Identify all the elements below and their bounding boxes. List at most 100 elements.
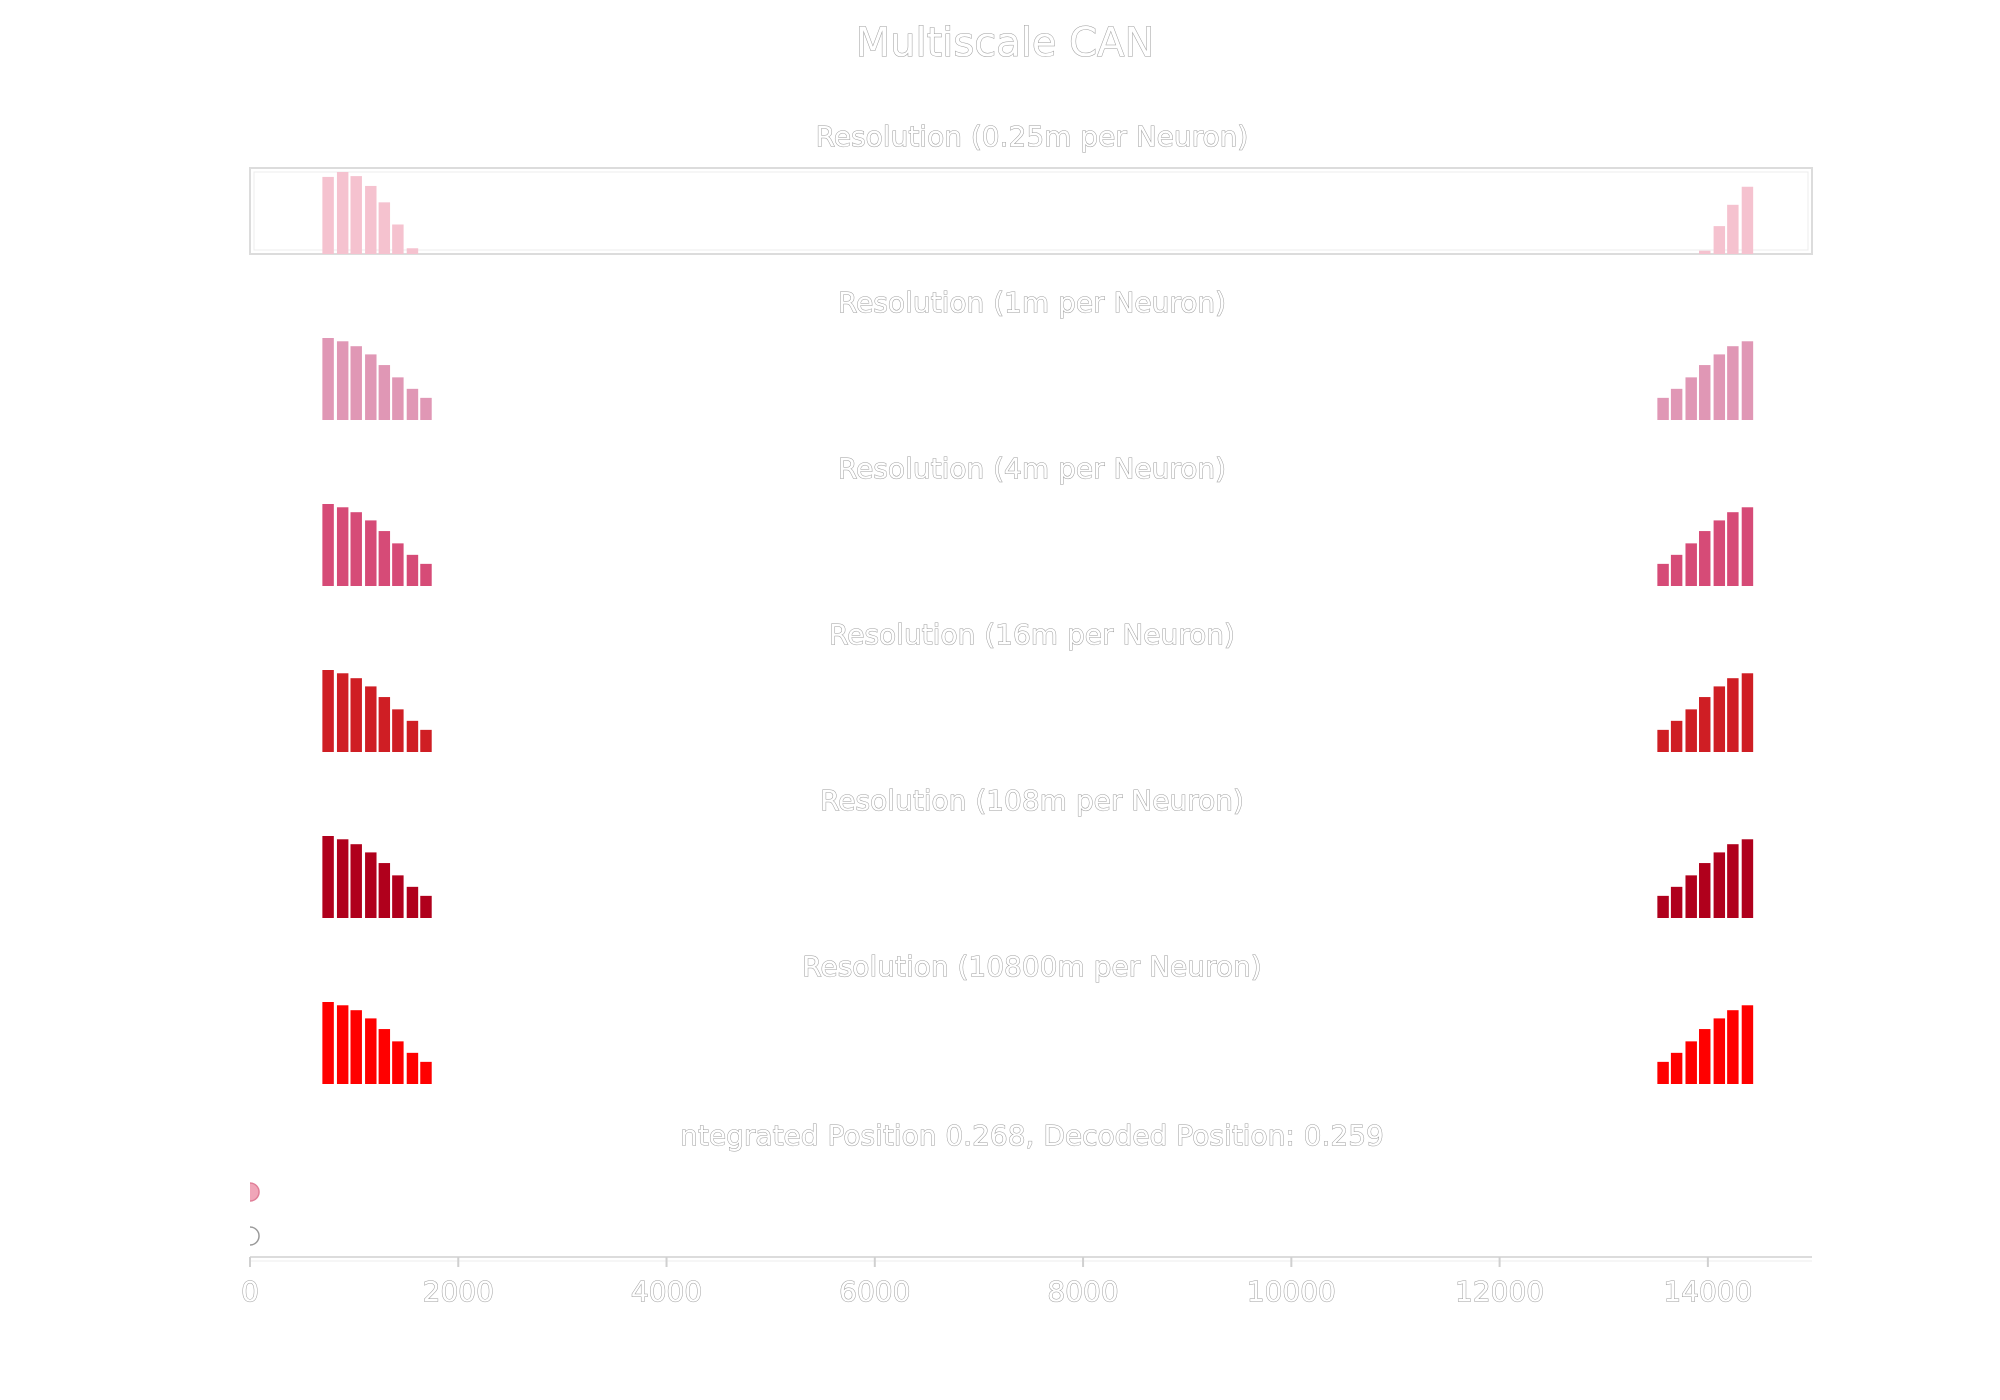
activation-bar <box>1727 1010 1739 1084</box>
activation-bar <box>406 886 419 918</box>
x-tick-label: 0 <box>241 1275 259 1308</box>
resolution-panel: Resolution (16m per Neuron) <box>322 618 1754 752</box>
activation-bar <box>1727 346 1739 420</box>
activation-bar <box>378 1029 391 1084</box>
activation-bar <box>420 397 432 420</box>
activation-bar <box>365 1018 377 1084</box>
activation-bar <box>1699 531 1711 586</box>
activation-bar <box>406 1052 419 1084</box>
activation-bar <box>1670 720 1683 752</box>
activation-bar <box>1727 678 1739 752</box>
activation-bar <box>1741 341 1754 420</box>
activation-bar <box>365 520 377 586</box>
activation-bar <box>365 852 377 918</box>
resolution-panel: Resolution (108m per Neuron) <box>322 784 1754 918</box>
x-tick-label: 8000 <box>1047 1275 1118 1308</box>
activation-bar <box>322 1002 334 1084</box>
activation-bar <box>1741 507 1754 586</box>
activation-bar <box>350 1010 362 1084</box>
resolution-panels: Resolution (0.25m per Neuron) Resolution … <box>249 120 1813 1084</box>
activation-bar <box>1741 673 1754 752</box>
activation-bar <box>378 202 391 254</box>
activation-bar <box>336 172 349 254</box>
resolution-panel: Resolution (10800m per Neuron) <box>322 950 1754 1084</box>
activation-bar <box>1713 686 1726 752</box>
activation-bar <box>336 1005 349 1084</box>
activation-bar <box>336 839 349 918</box>
activation-bar <box>392 1041 404 1084</box>
activation-bar <box>1727 512 1739 586</box>
activation-bar <box>1741 186 1754 254</box>
activation-bar <box>1699 365 1711 420</box>
x-tick-label: 10000 <box>1247 1275 1336 1308</box>
activation-bar <box>365 686 377 752</box>
activation-bar <box>1657 895 1669 918</box>
activation-bar <box>392 377 404 420</box>
activation-bar <box>1699 250 1711 254</box>
activation-bar <box>420 1061 432 1084</box>
activation-bar <box>350 678 362 752</box>
resolution-panel: Resolution (0.25m per Neuron) <box>249 120 1813 255</box>
panel-frame-inner <box>253 171 1809 251</box>
activation-bar <box>1713 226 1726 254</box>
activation-bar <box>365 354 377 420</box>
activation-bar <box>420 563 432 586</box>
x-tick-label: 2000 <box>423 1275 494 1308</box>
resolution-panel: Resolution (1m per Neuron) <box>322 286 1754 420</box>
panel-title: Resolution (0.25m per Neuron) <box>816 120 1249 153</box>
activation-bar <box>1713 354 1726 420</box>
activation-bar <box>420 729 432 752</box>
activation-bar <box>1670 886 1683 918</box>
activation-bar <box>365 185 377 254</box>
activation-bar <box>1741 839 1754 918</box>
activation-bar <box>1685 875 1697 918</box>
chart-title: Multiscale CAN <box>856 20 1155 66</box>
activation-bar <box>1727 204 1739 254</box>
activation-bar <box>1727 844 1739 918</box>
activation-bar <box>378 531 391 586</box>
activation-bar <box>406 554 419 586</box>
x-tick-label: 4000 <box>631 1275 702 1308</box>
panel-title: Resolution (108m per Neuron) <box>820 784 1244 817</box>
activation-bar <box>322 836 334 918</box>
activation-bar <box>336 673 349 752</box>
activation-bar <box>1713 520 1726 586</box>
panel-title: Resolution (1m per Neuron) <box>838 286 1226 319</box>
activation-bar <box>1685 1041 1697 1084</box>
activation-bar <box>336 341 349 420</box>
activation-bar <box>1657 397 1669 420</box>
activation-bar <box>406 248 419 254</box>
activation-bar <box>1699 697 1711 752</box>
activation-bar <box>322 176 334 254</box>
activation-bar <box>350 346 362 420</box>
activation-bar <box>1713 852 1726 918</box>
activation-bar <box>1657 563 1669 586</box>
activation-bar <box>1685 709 1697 752</box>
activation-bar <box>378 697 391 752</box>
activation-bar <box>420 895 432 918</box>
activation-bar <box>1685 377 1697 420</box>
x-tick-label: 14000 <box>1663 1275 1752 1308</box>
activation-bar <box>350 176 362 254</box>
activation-bar <box>1670 554 1683 586</box>
position-panel: ntegrated Position 0.268, Decoded Positi… <box>0 1119 1384 1260</box>
activation-bar <box>392 543 404 586</box>
panel-frame <box>249 167 1813 255</box>
panel-title: Resolution (4m per Neuron) <box>838 452 1226 485</box>
panel-title: Resolution (16m per Neuron) <box>829 618 1235 651</box>
activation-bar <box>378 365 391 420</box>
activation-bar <box>322 504 334 586</box>
activation-bar <box>1657 729 1669 752</box>
activation-bar <box>406 720 419 752</box>
activation-bar <box>1670 1052 1683 1084</box>
activation-bar <box>392 875 404 918</box>
marker-clip-mask <box>0 1170 250 1260</box>
activation-bar <box>1713 1018 1726 1084</box>
activation-bar <box>378 863 391 918</box>
activation-bar <box>1685 543 1697 586</box>
activation-bar <box>1670 388 1683 420</box>
activation-bar <box>392 709 404 752</box>
activation-bar <box>336 507 349 586</box>
activation-bar <box>322 338 334 420</box>
